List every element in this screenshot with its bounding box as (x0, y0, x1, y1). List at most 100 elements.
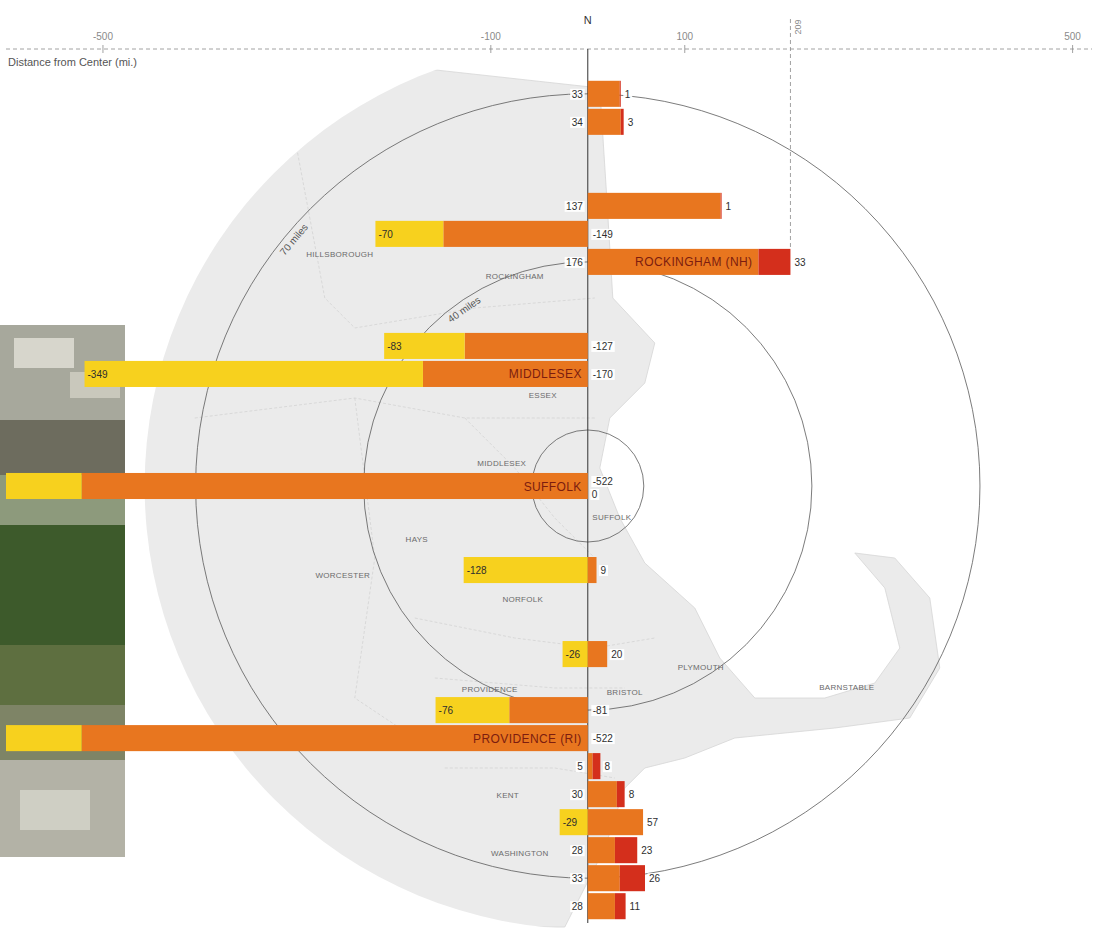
x-tick-label: -500 (93, 31, 113, 42)
data-label: 5 (577, 761, 583, 772)
x-tick (684, 45, 685, 53)
label-patch (647, 873, 662, 884)
bar-segment (588, 809, 643, 835)
label-patch (603, 761, 612, 772)
data-label: 34 (572, 117, 584, 128)
land (0, 38, 940, 927)
ring-label: 70 miles (278, 222, 310, 258)
reference-line (790, 19, 791, 249)
bar-segment (758, 249, 790, 275)
data-label: -127 (593, 341, 613, 352)
map-label: BRISTOL (607, 688, 643, 697)
data-label: 33 (572, 873, 584, 884)
label-patch (591, 341, 614, 352)
bar-segment (509, 697, 588, 723)
data-label: 26 (649, 873, 661, 884)
label-patch (570, 873, 585, 884)
data-label: -170 (593, 369, 613, 380)
label-patch (591, 476, 614, 487)
label-patch (591, 229, 614, 240)
label-patch (570, 117, 585, 128)
label-patch (623, 89, 632, 100)
x-tick (1072, 45, 1073, 53)
data-label: -29 (563, 817, 578, 828)
x-tick-label: 100 (676, 31, 693, 42)
x-tick-label: -100 (481, 31, 501, 42)
label-patch (590, 489, 599, 500)
map-label: ESSEX (529, 391, 558, 400)
data-label: -83 (387, 341, 402, 352)
data-label: 28 (572, 845, 584, 856)
data-label: 57 (647, 817, 659, 828)
county-border (295, 138, 595, 328)
bar-segment (384, 333, 464, 359)
map-label: BARNSTABLE (819, 683, 874, 692)
data-label: -522 (593, 733, 613, 744)
bar-segment (621, 109, 624, 135)
data-label: 0 (592, 489, 598, 500)
photo-part (0, 420, 125, 475)
map-label: KENT (497, 791, 520, 800)
reference-label: 209 (793, 19, 803, 34)
map-label: WORCESTER (315, 571, 370, 580)
map-label: WASHINGTON (491, 849, 549, 858)
data-label: -522 (593, 476, 613, 487)
label-patch (628, 901, 642, 912)
bar-segment (588, 641, 607, 667)
photo-part (0, 325, 125, 420)
bar-segment (588, 249, 759, 275)
label-patch (646, 817, 661, 828)
data-label: 30 (572, 789, 584, 800)
labels: 3313431371-149-7017633ROCKINGHAM (NH)-12… (88, 89, 808, 912)
label-patch (591, 733, 614, 744)
data-label: 1 (726, 201, 732, 212)
label-patch (570, 845, 585, 856)
bar-segment (588, 781, 617, 807)
data-label: 1 (625, 89, 631, 100)
bar-segment (619, 81, 621, 107)
map-label: PROVIDENCE (462, 685, 518, 694)
bar-segment (588, 865, 620, 891)
map-label: MIDDLESEX (477, 459, 526, 468)
photo (0, 325, 125, 857)
bar-segment (588, 753, 593, 779)
county-border (355, 398, 415, 738)
bar-segment (6, 473, 82, 499)
photo-part (0, 645, 125, 705)
bar-segment (85, 361, 423, 387)
bar-segment (563, 641, 588, 667)
data-label: 11 (630, 901, 641, 912)
label-patch (565, 257, 585, 268)
data-label: -76 (439, 705, 454, 716)
photo-part (20, 790, 90, 830)
photo-part (0, 525, 125, 645)
bar-segment (423, 361, 588, 387)
data-label: 20 (611, 649, 623, 660)
data-label: 3 (628, 117, 634, 128)
bar-segment (560, 809, 588, 835)
map-label: PLYMOUTH (678, 663, 724, 672)
label-patch (570, 901, 585, 912)
data-label: -70 (378, 229, 393, 240)
label-patch (793, 257, 808, 268)
bar-segment (593, 753, 601, 779)
bar-segment (620, 865, 645, 891)
map-label: SUFFOLK (592, 513, 631, 522)
data-label: -128 (467, 565, 487, 576)
chart: 40 miles70 milesHILLSBOROUGHROCKINGHAMES… (0, 0, 1095, 929)
label-patch (565, 201, 585, 212)
photo-part (0, 760, 125, 857)
bar-segment (588, 109, 621, 135)
label-patch (570, 789, 585, 800)
bar-segment (617, 781, 625, 807)
label-patch (627, 789, 636, 800)
data-label: -349 (88, 369, 108, 380)
label-patch (626, 117, 635, 128)
data-label: -26 (566, 649, 581, 660)
category-label: ROCKINGHAM (NH) (635, 255, 752, 269)
ring-label: 40 miles (446, 294, 483, 324)
map-label: ROCKINGHAM (486, 272, 544, 281)
data-label: 137 (566, 201, 583, 212)
county-border (415, 618, 655, 648)
bar-segment (588, 193, 721, 219)
